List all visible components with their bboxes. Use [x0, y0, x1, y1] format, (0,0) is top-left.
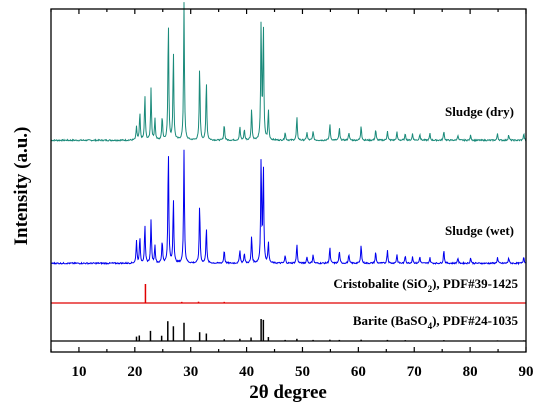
- axes: 10 20 30 40 50 60 70 80 90: [50, 8, 534, 380]
- series-line-1: [50, 149, 527, 266]
- y-axis-title: Intensity (a.u.): [11, 127, 32, 246]
- series-label-cristobalite: Cristobalite (SiO2), PDF#39-1425: [333, 276, 518, 294]
- x-tick-label-80: 80: [463, 364, 478, 380]
- barite-subscript: 4: [428, 321, 433, 331]
- x-tick-label-10: 10: [71, 364, 86, 380]
- series-traces: [50, 2, 527, 342]
- x-tick-label-30: 30: [183, 364, 198, 380]
- x-tick-label-60: 60: [351, 364, 366, 380]
- cristobalite-subscript: 2: [428, 284, 433, 294]
- series-label-barite: Barite (BaSO4), PDF#24-1035: [353, 313, 519, 331]
- series-line-0: [50, 2, 527, 143]
- x-tick-label-70: 70: [407, 364, 422, 380]
- x-tick-label-50: 50: [295, 364, 310, 380]
- x-axis-title: 2θ degree: [249, 382, 327, 403]
- x-tick-label-40: 40: [239, 364, 254, 380]
- x-tick-label-90: 90: [519, 364, 534, 380]
- plot-frame: [50, 8, 527, 353]
- series-label-dry: Sludge (dry): [445, 104, 514, 119]
- x-tick-label-20: 20: [127, 364, 142, 380]
- series-label-wet: Sludge (wet): [445, 223, 514, 238]
